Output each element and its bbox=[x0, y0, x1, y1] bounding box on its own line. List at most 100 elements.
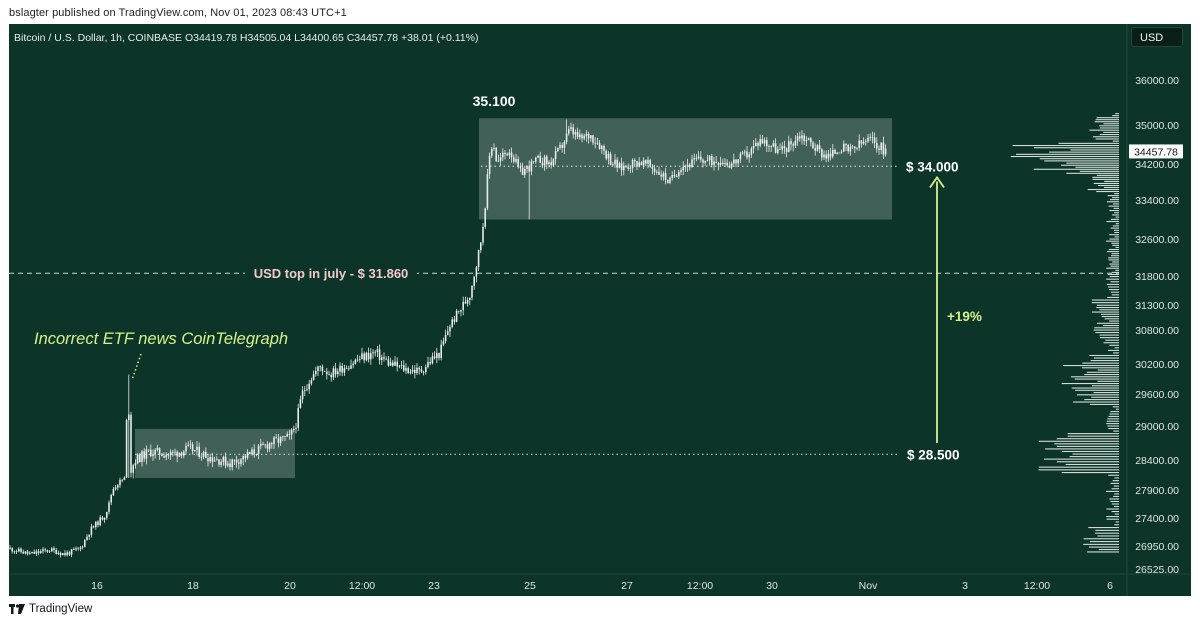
candle-body bbox=[882, 142, 885, 155]
candle-body bbox=[678, 172, 680, 177]
candle-body bbox=[31, 551, 33, 554]
y-tick-label: 27400.00 bbox=[1135, 513, 1179, 525]
candle-body bbox=[790, 141, 792, 145]
candle-body bbox=[44, 549, 46, 551]
chart-panel[interactable]: Bitcoin / U.S. Dollar, 1h, COINBASE O344… bbox=[9, 24, 1191, 596]
candle-body bbox=[671, 175, 673, 178]
volume-bar bbox=[1115, 408, 1119, 410]
candle-body bbox=[42, 549, 44, 552]
candle-body bbox=[794, 140, 797, 146]
candle-body bbox=[273, 437, 275, 445]
volume-bar bbox=[1100, 313, 1119, 315]
candle-body bbox=[128, 414, 130, 421]
candle-body bbox=[843, 143, 845, 152]
candle-body bbox=[165, 455, 167, 458]
candle-body bbox=[185, 445, 187, 452]
y-tick-label: 34200.00 bbox=[1135, 159, 1179, 171]
candle-body bbox=[510, 152, 513, 158]
volume-bar bbox=[1115, 223, 1119, 225]
price-chart[interactable]: Incorrect ETF news CoinTelegraph 35.100 US… bbox=[9, 24, 1191, 596]
candle-body bbox=[176, 451, 178, 457]
volume-bar bbox=[1038, 466, 1119, 468]
candle-body bbox=[337, 371, 339, 375]
candle-body bbox=[761, 139, 764, 144]
volume-bar bbox=[1099, 337, 1119, 339]
volume-bar bbox=[1107, 296, 1119, 298]
volume-bar bbox=[1113, 495, 1119, 497]
candle-body bbox=[77, 548, 79, 550]
currency-selector[interactable]: USD bbox=[1131, 27, 1183, 47]
volume-bar bbox=[1112, 406, 1119, 408]
candle-body bbox=[596, 143, 599, 145]
candle-body bbox=[737, 159, 739, 164]
candle-body bbox=[216, 459, 218, 461]
candle-body bbox=[554, 150, 557, 159]
volume-bar bbox=[1096, 304, 1119, 306]
candle-body bbox=[277, 438, 280, 443]
candle-body bbox=[62, 553, 64, 556]
candle-body bbox=[114, 487, 117, 489]
volume-bar bbox=[1082, 362, 1119, 364]
candle-body bbox=[86, 536, 88, 540]
candle-body bbox=[812, 142, 814, 149]
volume-bar bbox=[1103, 131, 1119, 133]
candle-body bbox=[211, 457, 214, 462]
candle-body bbox=[106, 511, 108, 518]
volume-bar bbox=[1086, 371, 1119, 373]
volume-bar bbox=[1089, 403, 1119, 405]
volume-bar bbox=[1111, 242, 1119, 244]
candle-body bbox=[233, 459, 236, 461]
candle-body bbox=[319, 366, 321, 368]
volume-bar bbox=[1099, 134, 1119, 136]
volume-bar bbox=[1061, 164, 1119, 166]
volume-bar bbox=[1012, 144, 1119, 147]
candle-body bbox=[92, 526, 95, 528]
volume-bar bbox=[1114, 231, 1119, 234]
candle-body bbox=[68, 552, 71, 555]
candle-body bbox=[339, 365, 341, 372]
volume-bar bbox=[1114, 524, 1119, 526]
volume-bar bbox=[1102, 325, 1119, 327]
candle-body bbox=[141, 451, 143, 462]
volume-bar bbox=[1065, 463, 1119, 465]
candle-body bbox=[519, 166, 522, 168]
candle-body bbox=[207, 458, 209, 462]
volume-bar bbox=[1079, 170, 1119, 172]
candle-body bbox=[730, 163, 733, 168]
candle-body bbox=[73, 549, 75, 550]
candle-body bbox=[739, 153, 742, 160]
candle-body bbox=[629, 167, 632, 169]
candle-body bbox=[768, 146, 770, 147]
candle-body bbox=[125, 420, 128, 478]
candlesticks bbox=[9, 119, 887, 558]
candle-body bbox=[746, 151, 748, 158]
candle-body bbox=[583, 135, 585, 139]
volume-bar bbox=[1109, 498, 1119, 500]
candle-body bbox=[53, 548, 55, 550]
x-tick-label: 16 bbox=[91, 580, 103, 592]
candle-body bbox=[143, 451, 145, 459]
volume-bar bbox=[1099, 127, 1119, 129]
candle-body bbox=[695, 157, 698, 159]
usd-top-label-bg bbox=[245, 264, 417, 283]
candle-body bbox=[752, 145, 755, 149]
candle-body bbox=[383, 357, 385, 359]
volume-bar bbox=[1108, 286, 1119, 288]
volume-bar bbox=[1094, 327, 1119, 329]
candle-body bbox=[662, 173, 665, 177]
candle-body bbox=[35, 551, 38, 554]
candle-body bbox=[823, 154, 825, 158]
candle-body bbox=[103, 517, 106, 520]
volume-bar bbox=[1111, 488, 1119, 490]
volume-bar bbox=[1089, 129, 1119, 131]
candle-body bbox=[873, 137, 876, 143]
candle-body bbox=[878, 148, 880, 151]
candle-body bbox=[66, 552, 68, 556]
candle-body bbox=[854, 146, 856, 149]
candle-body bbox=[321, 366, 324, 371]
volume-bar bbox=[1071, 387, 1119, 389]
candle-body bbox=[416, 367, 418, 374]
volume-bar bbox=[1108, 427, 1119, 430]
volume-bar bbox=[1106, 220, 1119, 223]
candle-body bbox=[860, 140, 863, 144]
